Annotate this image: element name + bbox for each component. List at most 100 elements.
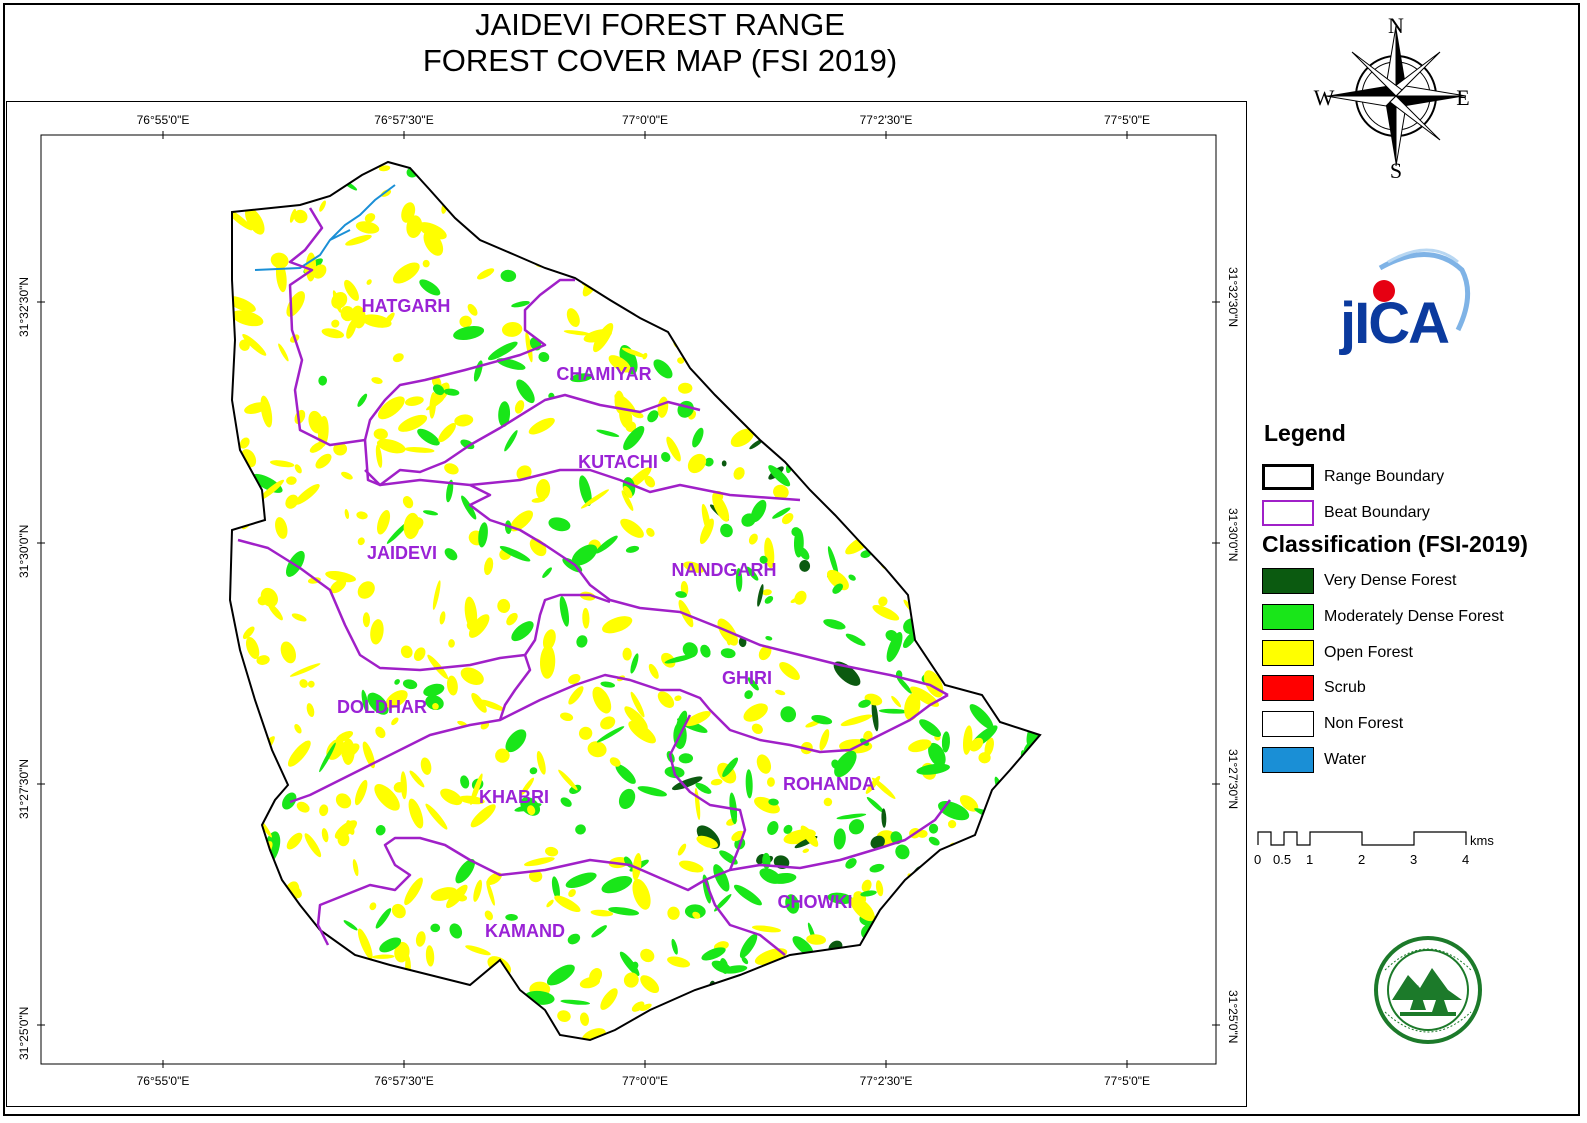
open-forest-patch: [444, 463, 459, 475]
open-forest-patch: [455, 162, 466, 163]
moderately-dense-patch: [560, 797, 572, 807]
moderately-dense-patch: [548, 517, 571, 532]
moderately-dense-patch: [529, 767, 538, 775]
moderately-dense-patch: [805, 424, 819, 437]
moderately-dense-patch: [417, 428, 440, 446]
forest-cover-area: [230, 162, 1040, 1045]
open-forest-patch: [854, 960, 869, 987]
open-forest-patch: [859, 304, 888, 320]
moderately-dense-patch: [647, 410, 659, 423]
compass-north: N: [1388, 13, 1404, 38]
moderately-dense-patch: [576, 635, 588, 648]
open-forest-patch: [263, 935, 272, 943]
open-forest-patch: [484, 910, 493, 921]
moderately-dense-patch: [998, 549, 1007, 566]
moderately-dense-patch: [695, 782, 712, 794]
moderately-dense-patch: [753, 230, 762, 240]
scale-tick-0: 0: [1254, 852, 1262, 867]
open-forest-patch: [364, 213, 376, 223]
open-forest-patch: [871, 777, 896, 800]
open-forest-patch: [750, 378, 768, 396]
open-forest-patch: [245, 636, 260, 659]
compass-south: S: [1390, 158, 1402, 183]
legend-label: Beat Boundary: [1324, 504, 1430, 521]
moderately-dense-patch: [934, 277, 960, 286]
moderately-dense-patch: [504, 430, 518, 452]
open-forest-patch: [674, 695, 682, 702]
moderately-dense-patch: [453, 325, 485, 341]
open-forest-patch: [375, 726, 386, 739]
moderately-dense-patch: [852, 1007, 876, 1032]
open-forest-patch: [621, 347, 647, 358]
moderately-dense-patch: [319, 742, 336, 773]
open-forest-patch: [762, 589, 772, 596]
open-forest-patch: [775, 689, 786, 696]
open-forest-patch: [600, 988, 618, 1010]
moderately-dense-patch: [1028, 410, 1040, 436]
open-forest-patch: [896, 951, 907, 958]
open-forest-patch: [304, 833, 322, 858]
moderately-dense-patch: [496, 358, 526, 370]
open-forest-patch: [993, 805, 1003, 816]
moderately-dense-patch: [449, 923, 463, 939]
moderately-dense-patch: [1026, 543, 1035, 554]
moderately-dense-patch: [848, 819, 865, 835]
moderately-dense-patch: [596, 726, 625, 743]
moderately-dense-patch: [741, 956, 749, 965]
moderately-dense-patch: [938, 514, 954, 527]
moderately-dense-patch: [637, 786, 668, 797]
moderately-dense-patch: [823, 619, 846, 630]
open-forest-patch: [357, 928, 373, 960]
moderately-dense-patch: [930, 633, 946, 654]
scale-unit: kms: [1470, 833, 1494, 848]
moderately-dense-patch: [968, 970, 979, 982]
open-forest-patch: [245, 207, 265, 235]
open-forest-patch: [667, 906, 680, 920]
moderately-dense-patch: [746, 566, 759, 581]
open-forest-patch: [392, 262, 420, 284]
open-forest-patch: [608, 355, 631, 373]
open-forest-patch: [291, 613, 307, 622]
moderately-dense-patch: [600, 681, 616, 688]
open-forest-patch: [378, 165, 391, 172]
moderately-dense-patch: [718, 1040, 729, 1045]
moderately-dense-patch: [787, 282, 816, 300]
open-forest-patch: [394, 941, 410, 963]
moderately-dense-patch: [678, 753, 694, 764]
open-forest-patch: [940, 530, 951, 545]
open-forest-patch: [249, 791, 263, 800]
open-forest-patch: [330, 579, 347, 594]
graticule-ticks: [37, 131, 1220, 1068]
class-swatch: [1262, 640, 1314, 666]
moderately-dense-patch: [443, 388, 460, 396]
moderately-dense-patch: [922, 569, 934, 582]
open-forest-patch: [710, 778, 723, 786]
open-forest-patch: [294, 483, 320, 505]
open-forest-patch: [369, 902, 377, 911]
very-dense-patch: [969, 250, 988, 267]
open-forest-patch: [239, 437, 250, 449]
open-forest-patch: [294, 724, 302, 734]
moderately-dense-patch: [739, 252, 768, 265]
open-forest-patch: [658, 274, 669, 293]
legend-class-very-dense-forest: Very Dense Forest: [1262, 567, 1457, 595]
open-forest-patch: [646, 527, 655, 537]
open-forest-patch: [687, 453, 707, 474]
moderately-dense-patch: [1012, 489, 1021, 503]
open-forest-patch: [687, 222, 706, 237]
open-forest-patch: [446, 884, 468, 909]
moderately-dense-patch: [487, 341, 518, 361]
open-forest-patch: [425, 803, 448, 830]
open-forest-patch: [685, 711, 711, 727]
very-dense-patch: [1012, 966, 1026, 994]
open-forest-patch: [622, 647, 632, 661]
open-forest-patch: [1011, 932, 1025, 943]
open-forest-patch: [773, 484, 789, 500]
map-neatline: [40, 134, 1217, 1065]
moderately-dense-patch: [563, 230, 578, 246]
jica-logo: [1373, 248, 1471, 332]
moderately-dense-patch: [682, 642, 698, 658]
moderately-dense-patch: [661, 452, 671, 462]
open-forest-patch: [333, 442, 348, 456]
moderately-dense-patch: [419, 279, 441, 296]
